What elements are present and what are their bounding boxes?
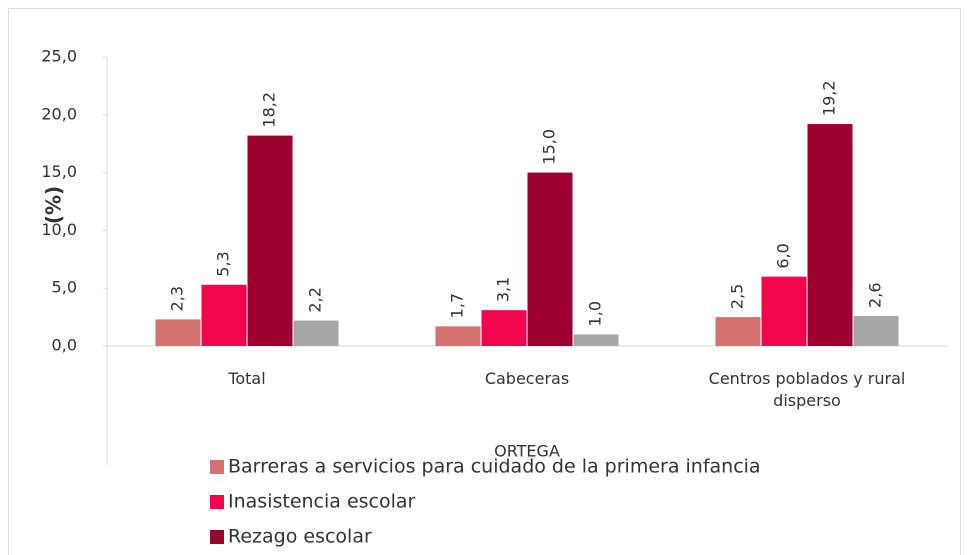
y-tick-label: 5,0 bbox=[52, 278, 77, 297]
value-label: 2,3 bbox=[168, 286, 187, 311]
y-tick-label: 10,0 bbox=[41, 220, 77, 239]
value-label: 18,2 bbox=[260, 92, 279, 128]
bar bbox=[293, 320, 339, 346]
legend-label: Barreras a servicios para cuidado de la … bbox=[228, 456, 761, 478]
value-label: 2,6 bbox=[866, 282, 885, 307]
value-label: 1,0 bbox=[586, 301, 605, 326]
value-label: 6,0 bbox=[774, 243, 793, 268]
legend-label: Inasistencia escolar bbox=[228, 491, 416, 513]
legend-label: Rezago escolar bbox=[228, 526, 372, 548]
value-label: 5,3 bbox=[214, 251, 233, 276]
y-tick-label: 15,0 bbox=[41, 162, 77, 181]
chart-border bbox=[8, 8, 961, 555]
value-label: 3,1 bbox=[494, 277, 513, 302]
value-label: 2,2 bbox=[306, 287, 325, 312]
bar bbox=[435, 326, 481, 346]
y-tick-label: 25,0 bbox=[41, 47, 77, 66]
y-axis-label: (%) bbox=[42, 186, 66, 224]
bar bbox=[807, 124, 853, 346]
x-tick-label: Centros poblados y rural disperso bbox=[708, 369, 906, 410]
bar bbox=[201, 284, 247, 346]
legend-swatch bbox=[210, 530, 224, 544]
x-axis-label: ORTEGA bbox=[494, 442, 560, 461]
bar bbox=[481, 310, 527, 346]
x-tick-label-box: Total bbox=[228, 369, 266, 388]
y-tick-label: 0,0 bbox=[52, 336, 77, 355]
bar bbox=[527, 172, 573, 346]
bar bbox=[715, 317, 761, 346]
bar bbox=[155, 319, 201, 346]
value-label: 2,5 bbox=[728, 284, 747, 309]
legend-swatch bbox=[210, 495, 224, 509]
x-tick-label: Cabeceras bbox=[484, 369, 570, 388]
value-label: 19,2 bbox=[820, 80, 839, 116]
x-tick-label-box: Cabeceras bbox=[484, 369, 570, 388]
y-tick-label: 20,0 bbox=[41, 104, 77, 123]
x-tick-label: Total bbox=[228, 369, 266, 388]
bar bbox=[853, 315, 899, 346]
legend-swatch bbox=[210, 460, 224, 474]
x-tick-label-box: Centros poblados y rural disperso bbox=[708, 369, 906, 410]
value-label: 1,7 bbox=[448, 293, 467, 318]
bar bbox=[573, 334, 619, 346]
value-label: 15,0 bbox=[540, 129, 559, 165]
bar bbox=[247, 135, 293, 346]
bar bbox=[761, 276, 807, 346]
